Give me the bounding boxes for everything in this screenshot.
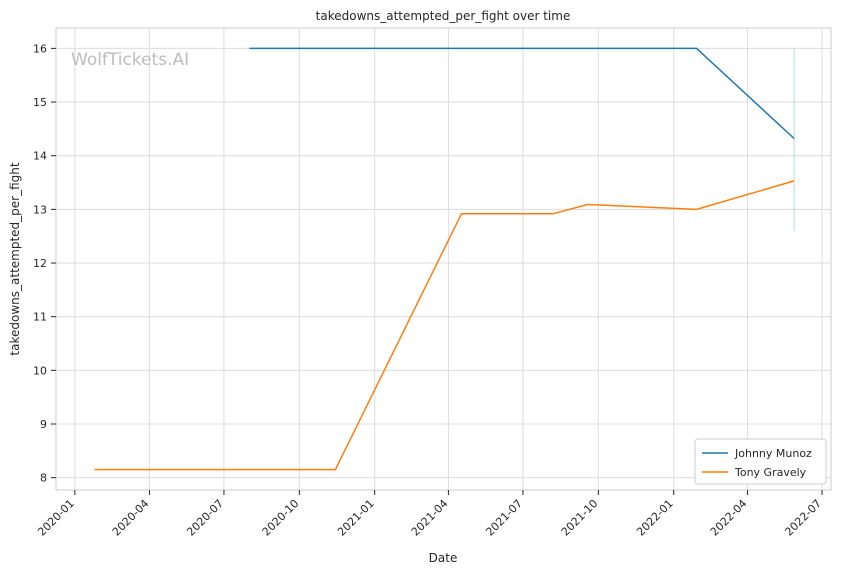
y-tick-label-12: 12 [33,257,47,270]
y-tick-label-13: 13 [33,203,47,216]
y-tick-label-15: 15 [33,96,47,109]
x-tick-labels: 2020-01 2020-04 2020-07 2020-10 2021-01 2021-… [35,490,824,539]
x-tick-label-2021-10: 2021-10 [559,497,601,539]
x-tick-label-2020-07: 2020-07 [184,497,226,539]
series-line-johnny-munoz [249,47,795,140]
watermark: WolfTickets.AI [71,50,189,70]
series-lines [94,47,795,471]
x-tick-label-2020-10: 2020-10 [260,497,302,539]
legend-label-johnny-munoz: Johnny Munoz [734,447,812,460]
x-tick-label-2022-04: 2022-04 [708,497,750,539]
y-tick-label-9: 9 [40,418,47,431]
x-tick-label-2022-07: 2022-07 [782,497,824,539]
y-tick-label-10: 10 [33,364,47,377]
legend-label-tony-gravely: Tony Gravely [734,466,807,479]
legend: Johnny Munoz Tony Gravely [694,438,827,485]
y-tick-labels: 8 9 10 11 12 13 14 15 16 [33,42,56,485]
y-tick-label-16: 16 [33,42,47,55]
x-tick-label-2021-04: 2021-04 [409,497,451,539]
grid-lines [56,28,831,490]
x-tick-label-2021-07: 2021-07 [483,497,525,539]
x-tick-label-2022-01: 2022-01 [634,497,676,539]
y-axis-title: takedowns_attempted_per_fight [8,162,22,355]
x-axis-title: Date [429,551,458,565]
y-tick-label-14: 14 [33,150,47,163]
y-tick-label-11: 11 [33,311,47,324]
x-tick-label-2020-04: 2020-04 [110,497,152,539]
plot-background [55,27,832,491]
series-line-tony-gravely [94,180,795,471]
y-tick-label-8: 8 [40,472,47,485]
x-tick-label-2021-01: 2021-01 [335,497,377,539]
chart-title: takedowns_attempted_per_fight over time [316,9,571,23]
x-tick-label-2020-01: 2020-01 [35,497,77,539]
